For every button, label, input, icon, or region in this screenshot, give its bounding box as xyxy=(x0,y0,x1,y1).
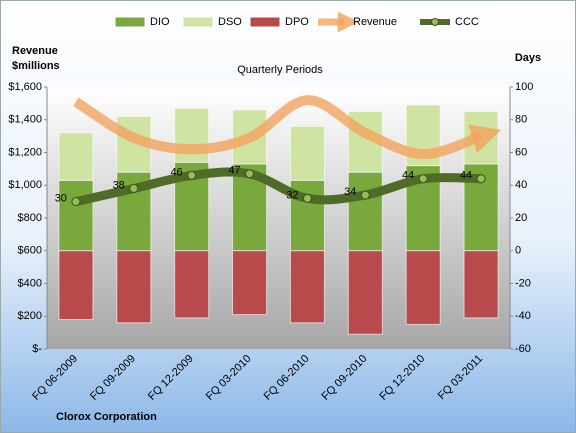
data-label: 44 xyxy=(460,170,472,182)
legend-label: DPO xyxy=(285,16,309,28)
data-label: 30 xyxy=(55,193,67,205)
bar-segment xyxy=(232,250,268,316)
data-label: 34 xyxy=(344,186,356,198)
y2-tick-label: 20 xyxy=(515,212,527,224)
bar-segment xyxy=(289,250,325,324)
legend-label: CCC xyxy=(455,16,479,28)
company-name: Clorox Corporation xyxy=(56,411,157,423)
bar-segment xyxy=(463,250,499,319)
data-label: 32 xyxy=(286,189,298,201)
legend-swatch xyxy=(182,16,214,28)
y2-tick-label: -20 xyxy=(515,277,531,289)
legend-marker xyxy=(431,18,439,26)
bar-segment xyxy=(58,132,94,181)
y2-tick-label: -40 xyxy=(515,310,531,322)
bar-segment xyxy=(347,171,383,252)
legend-swatch xyxy=(249,16,281,28)
ccc-marker xyxy=(245,169,255,179)
y-tick-label: $600 xyxy=(18,245,42,257)
ccc-marker xyxy=(187,170,197,180)
legend-label: Revenue xyxy=(353,16,397,28)
y2-axis-label: Days xyxy=(515,52,541,64)
bar-segment xyxy=(174,250,210,319)
bar-segment xyxy=(58,179,94,252)
legend-label: DIO xyxy=(150,16,170,28)
y-tick-label: $1,000 xyxy=(8,179,42,191)
y2-tick-label: 80 xyxy=(515,114,527,126)
bar-segment xyxy=(289,125,325,181)
revenue-line xyxy=(73,95,502,160)
y2-tick-label: 0 xyxy=(515,245,521,257)
ccc-marker xyxy=(418,174,428,184)
bar-segment xyxy=(116,250,152,324)
data-label: 38 xyxy=(113,179,125,191)
y-tick-label: $- xyxy=(32,343,42,355)
ccc-marker xyxy=(476,174,486,184)
y-tick-label: $200 xyxy=(18,310,42,322)
bar-segment xyxy=(347,250,383,335)
legend-swatch xyxy=(114,16,146,28)
chart-title: Quarterly Periods xyxy=(237,64,323,76)
y2-tick-label: 60 xyxy=(515,146,527,158)
y2-tick-label: -60 xyxy=(515,343,531,355)
y-tick-label: $800 xyxy=(18,212,42,224)
ccc-marker xyxy=(71,197,81,207)
y-tick-label: $1,200 xyxy=(8,146,42,158)
y-tick-label: $1,400 xyxy=(8,114,42,126)
bar-segment xyxy=(58,250,94,321)
data-label: 47 xyxy=(228,165,240,177)
y-tick-label: $1,600 xyxy=(8,81,42,93)
ccc-marker xyxy=(360,190,370,200)
ccc-line xyxy=(71,167,486,207)
legend-label: DSO xyxy=(218,16,242,28)
y-axis-label: Revenue $millions xyxy=(12,45,60,72)
y-tick-label: $400 xyxy=(18,277,42,289)
ccc-marker xyxy=(302,193,312,203)
ccc-marker xyxy=(129,184,139,194)
data-label: 44 xyxy=(402,170,414,182)
bar-segment xyxy=(405,250,441,325)
y2-tick-label: 40 xyxy=(515,179,527,191)
y2-tick-label: 100 xyxy=(515,81,533,93)
data-label: 46 xyxy=(170,166,182,178)
